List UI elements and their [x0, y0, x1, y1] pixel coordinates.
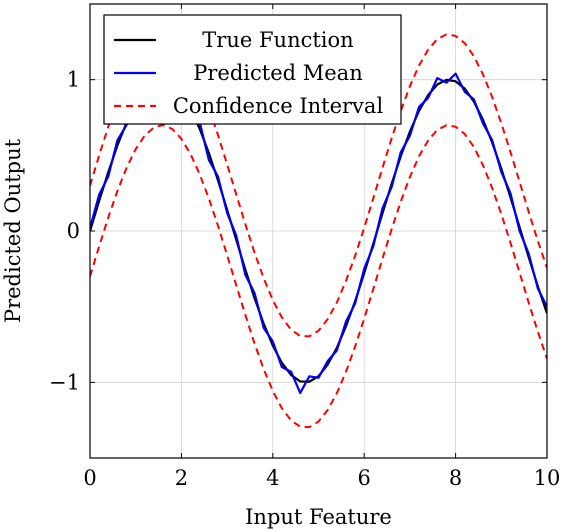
legend-label-confidence-interval: Confidence Interval: [173, 94, 384, 118]
x-tick-label: 8: [449, 466, 462, 490]
legend-label-true-function: True Function: [202, 28, 353, 52]
x-tick-label: 6: [358, 466, 371, 490]
y-tick-label: −1: [49, 370, 80, 394]
x-tick-label: 10: [534, 466, 561, 490]
y-axis-title: Predicted Output: [1, 138, 25, 323]
x-tick-label: 0: [83, 466, 96, 490]
y-tick-label: 0: [67, 219, 80, 243]
confidence-interval-upper-line: [90, 33, 547, 338]
x-axis-title: Input Feature: [245, 505, 392, 529]
confidence-interval-lower-line: [90, 124, 547, 429]
x-tick-label: 2: [175, 466, 188, 490]
legend: True Function Predicted Mean Confidence …: [103, 14, 402, 125]
legend-label-predicted-mean: Predicted Mean: [193, 61, 362, 85]
axis-ticks: 0 2 4 6 8 10 −1 0 1: [49, 4, 560, 490]
y-tick-label: 1: [67, 68, 80, 92]
x-tick-label: 4: [266, 466, 279, 490]
